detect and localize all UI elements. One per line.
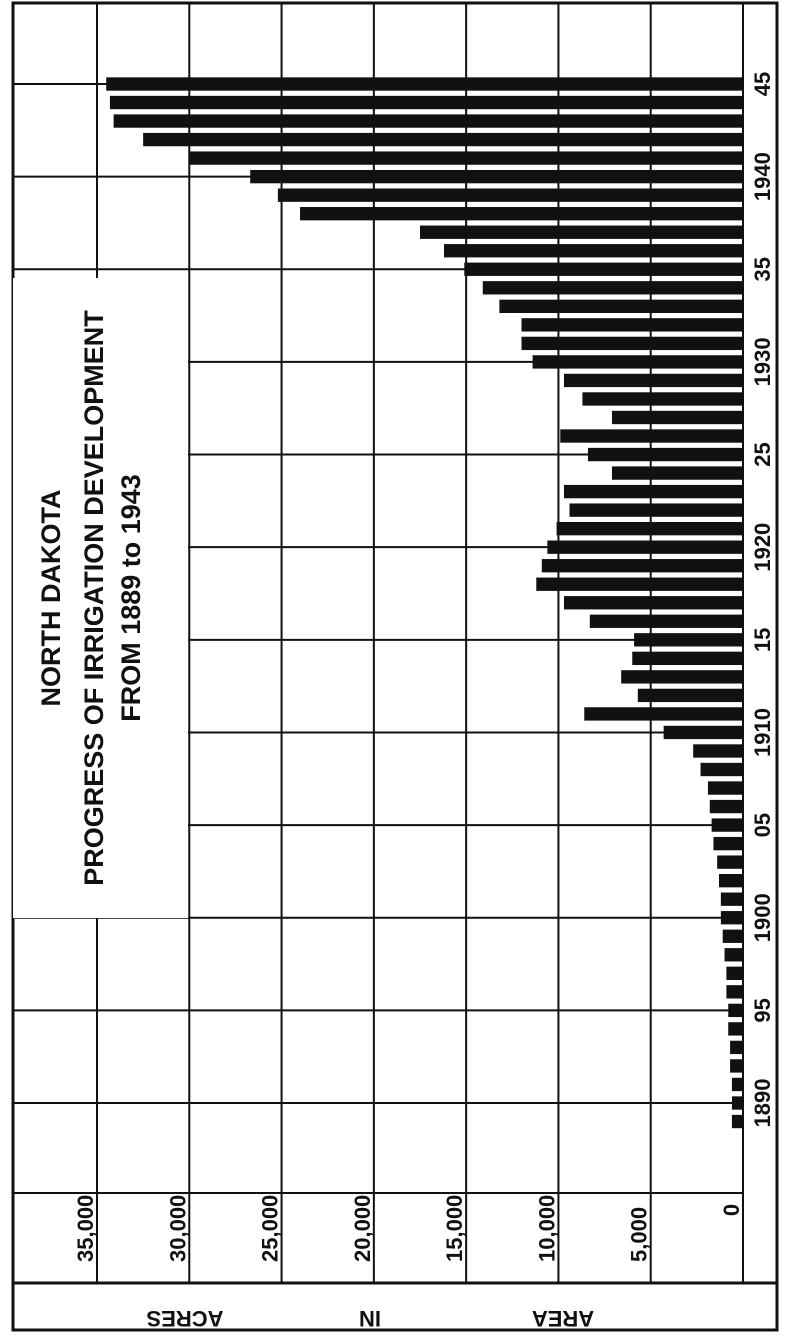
bar-1907 xyxy=(707,781,743,795)
bar-1909 xyxy=(693,744,743,758)
year-tick-1925: 25 xyxy=(750,442,775,466)
bar-1917 xyxy=(563,596,743,610)
axis-label-in: IN xyxy=(359,1306,381,1331)
bar-1903 xyxy=(717,855,743,869)
title-box xyxy=(13,278,188,918)
bar-1930 xyxy=(532,355,743,369)
bar-1936 xyxy=(443,244,743,258)
bar-1918 xyxy=(536,577,743,591)
value-tick-25000: 25,000 xyxy=(258,1195,283,1262)
bar-1908 xyxy=(700,762,743,777)
bar-1942 xyxy=(143,132,744,147)
bar-1892 xyxy=(730,1059,743,1073)
year-tick-1915: 15 xyxy=(750,628,775,652)
value-tick-0: 0 xyxy=(719,1204,744,1216)
bar-1923 xyxy=(563,484,743,499)
bar-1901 xyxy=(720,892,743,906)
axis-label-area: AREA xyxy=(532,1306,594,1331)
bar-1905 xyxy=(711,818,743,832)
value-tick-10000: 10,000 xyxy=(534,1195,559,1262)
chart-title: NORTH DAKOTA PROGRESS OF IRRIGATION DEVE… xyxy=(36,310,146,886)
bar-1896 xyxy=(726,985,743,999)
year-tick-1890: 1890 xyxy=(750,1079,775,1128)
bar-1931 xyxy=(521,336,743,351)
chart-title-line-2: PROGRESS OF IRRIGATION DEVELOPMENT xyxy=(79,310,109,886)
value-tick-35000: 35,000 xyxy=(73,1195,98,1262)
bar-1906 xyxy=(709,799,743,814)
bar-1937 xyxy=(420,225,743,239)
bar-1938 xyxy=(300,207,743,221)
year-tick-1905: 05 xyxy=(750,813,775,837)
bar-1925 xyxy=(587,447,743,462)
bar-1900 xyxy=(720,911,743,925)
bar-1934 xyxy=(482,281,743,295)
year-tick-1900: 1900 xyxy=(750,893,775,942)
year-tick-1930: 1930 xyxy=(750,337,775,386)
bar-1891 xyxy=(731,1077,743,1092)
bar-1928 xyxy=(582,392,743,406)
bar-1913 xyxy=(621,670,743,684)
year-tick-1945: 45 xyxy=(750,72,775,96)
value-tick-15000: 15,000 xyxy=(442,1195,467,1262)
bar-1943 xyxy=(113,114,743,128)
bar-1899 xyxy=(722,929,743,943)
bar-1914 xyxy=(632,651,743,666)
bar-1944 xyxy=(109,95,744,110)
bar-1912 xyxy=(637,688,743,703)
bar-1935 xyxy=(464,262,743,276)
bar-1922 xyxy=(569,503,743,517)
bar-1921 xyxy=(556,521,743,536)
bar-1924 xyxy=(611,466,743,480)
bar-1940 xyxy=(250,169,744,184)
chart-title-line-1: NORTH DAKOTA xyxy=(36,490,66,707)
year-tick-1910: 1910 xyxy=(750,708,775,757)
bar-1889 xyxy=(731,1114,743,1129)
bar-1927 xyxy=(611,410,743,425)
value-tick-20000: 20,000 xyxy=(350,1195,375,1262)
bar-1916 xyxy=(589,614,743,628)
bar-1897 xyxy=(726,966,743,980)
year-tick-labels: 1890 95 1900 05 1910 15 1920 25 1930 35 1940 45 xyxy=(750,72,775,1128)
bar-1941 xyxy=(189,151,744,165)
bar-1919 xyxy=(541,559,743,573)
bar-1933 xyxy=(499,299,743,313)
year-tick-1895: 95 xyxy=(750,998,775,1022)
bar-1932 xyxy=(521,318,743,332)
bar-1945 xyxy=(106,77,743,91)
bar-1929 xyxy=(563,373,743,388)
year-tick-1940: 1940 xyxy=(750,152,775,201)
bar-1895 xyxy=(728,1003,743,1018)
chart-title-line-3: FROM 1889 to 1943 xyxy=(116,474,146,722)
bar-1894 xyxy=(728,1022,743,1036)
bar-1926 xyxy=(560,429,743,443)
bar-1904 xyxy=(713,836,743,851)
bar-1910 xyxy=(663,725,743,740)
bar-1893 xyxy=(730,1040,743,1055)
bar-series xyxy=(106,77,744,1129)
bar-1890 xyxy=(731,1096,743,1110)
bar-1902 xyxy=(719,874,743,888)
bar-1915 xyxy=(634,633,743,647)
value-axis-label: AREA IN ACRES xyxy=(146,1306,594,1331)
bar-1920 xyxy=(547,540,743,554)
bar-1939 xyxy=(277,188,743,202)
bar-1898 xyxy=(724,948,743,962)
value-tick-30000: 30,000 xyxy=(165,1195,190,1262)
year-tick-1920: 1920 xyxy=(750,523,775,572)
value-tick-labels: 0 5,000 10,000 15,000 20,000 25,000 30,000 35,0… xyxy=(73,1195,744,1262)
axis-label-acres: ACRES xyxy=(146,1306,223,1331)
bar-1911 xyxy=(584,707,743,721)
value-tick-5000: 5,000 xyxy=(627,1207,652,1262)
year-tick-1935: 35 xyxy=(750,257,775,281)
